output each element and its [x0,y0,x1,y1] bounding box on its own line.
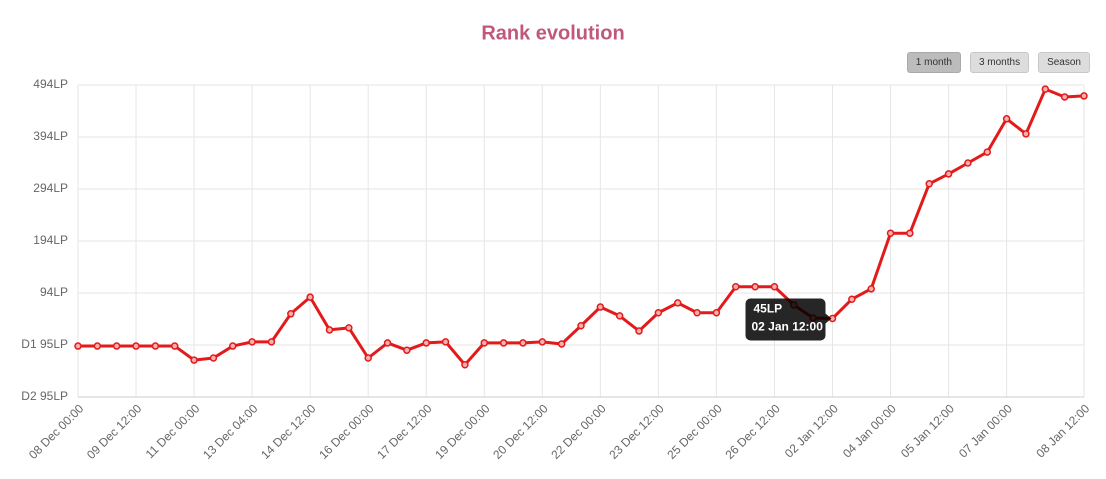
point [538,338,547,346]
point [422,339,430,347]
point [944,170,953,178]
point [983,148,992,156]
point [886,229,895,237]
y-tick-label: 494LP [33,77,68,91]
tooltip-caret [825,313,832,324]
range-button[interactable]: 3 months [969,52,1030,73]
point [345,324,353,332]
tooltip-x: 02 Jan 12:00 [752,320,824,334]
point [693,309,701,317]
point [1041,85,1050,93]
point [1002,115,1011,123]
point [441,338,450,346]
point [364,354,372,362]
x-tick-label: 08 Jan 12:00 [1033,401,1092,460]
point [170,342,179,350]
x-tick-label: 05 Jan 12:00 [898,401,957,460]
point [383,339,392,347]
point [635,327,643,335]
range-button[interactable]: Season [1038,52,1090,73]
point [403,346,411,354]
x-tick-label: 14 Dec 12:00 [258,401,319,462]
point [112,342,121,350]
point [712,309,721,317]
x-tick-label: 19 Dec 00:00 [432,401,493,462]
point [867,285,875,293]
point [190,356,198,364]
x-tick-label: 13 Dec 04:00 [200,401,261,462]
point [132,342,140,350]
point [267,338,276,346]
tooltip: 45LP 02 Jan 12:00 [745,298,832,341]
x-tick-label: 02 Jan 12:00 [782,401,841,460]
tooltip-value: 45LP [754,302,783,316]
range-button[interactable]: 1 month [906,52,961,73]
x-tick-label: 07 Jan 00:00 [956,401,1015,460]
x-tick-label: 20 Dec 12:00 [490,401,551,462]
y-tick-label: 294LP [33,181,68,195]
x-tick-label: 26 Dec 12:00 [722,401,783,462]
point [557,340,566,348]
point [519,339,527,347]
x-tick-label: 25 Dec 00:00 [664,401,725,462]
point [287,310,295,318]
point [732,283,740,291]
range-buttons: 1 month 3 months Season [906,52,1090,73]
point [499,339,508,347]
x-tick-label: 22 Dec 00:00 [548,401,609,462]
y-tick-label: D1 95LP [21,337,68,351]
point [848,295,856,303]
point [325,326,334,334]
x-tick-label: 08 Dec 00:00 [26,401,87,462]
x-tick-label: 11 Dec 00:00 [143,401,203,461]
x-tick-label: 23 Dec 12:00 [606,401,667,462]
point [1080,92,1088,100]
y-tick-label: D2 95LP [21,389,68,403]
point [654,309,663,317]
point [74,342,82,350]
point [209,354,218,362]
y-tick-label: 194LP [33,233,68,247]
point [906,229,914,237]
point [93,342,102,350]
x-tick-label: 04 Jan 00:00 [840,401,899,460]
point [461,361,469,369]
point [229,342,237,350]
chart-title: Rank evolution [481,22,624,44]
point [248,338,256,346]
y-tick-label: 394LP [33,129,68,143]
x-tick-label: 17 Dec 12:00 [374,401,435,462]
tooltip-box [745,298,826,341]
point [615,312,624,320]
y-tick-label: 94LP [40,285,68,299]
point [151,342,160,350]
point [673,299,682,307]
point [306,293,314,301]
point [751,283,759,291]
point [596,303,605,311]
x-tick-label: 09 Dec 12:00 [84,401,145,462]
point [480,339,489,347]
point [1022,130,1030,138]
point [770,283,779,291]
x-tick-label: 16 Dec 00:00 [316,401,377,462]
point [577,322,585,330]
point [925,180,933,188]
point [1060,93,1069,101]
point [964,159,972,167]
